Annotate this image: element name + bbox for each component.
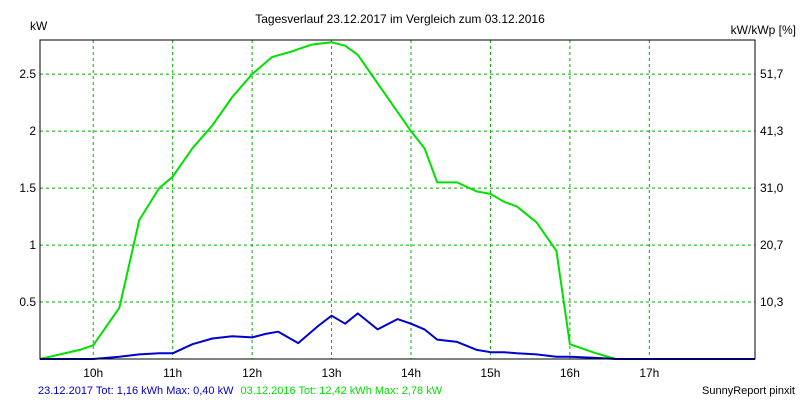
x-tick-label: 16h bbox=[560, 366, 580, 380]
chart-title: Tagesverlauf 23.12.2017 im Vergleich zum… bbox=[255, 12, 545, 26]
x-tick-label: 15h bbox=[480, 366, 500, 380]
y-tick-label-right: 20,7 bbox=[760, 238, 784, 252]
y-tick-label-right: 41,3 bbox=[760, 124, 784, 138]
plot-frame bbox=[39, 39, 756, 360]
y-tick-label-right: 10,3 bbox=[760, 295, 784, 309]
tick-labels: 10h 11h 12h 13h 14h 15h 16h 17h 0.5 10,3 1 20,7 1.5 3… bbox=[19, 67, 783, 380]
y-tick-label-right: 31,0 bbox=[760, 181, 784, 195]
x-tick-label: 14h bbox=[401, 366, 421, 380]
x-tick-label: 11h bbox=[163, 366, 182, 380]
footer-summary: 23.12.2017 Tot: 1,16 kWh Max: 0,40 kW 03… bbox=[38, 385, 443, 397]
footer-credit: SunnyReport pinxit bbox=[702, 385, 795, 397]
footer-2016-summary: 03.12.2016 Tot: 12,42 kWh Max: 2,78 kW bbox=[241, 385, 443, 397]
x-tick-label: 13h bbox=[322, 366, 342, 380]
y-tick-label-left: 0.5 bbox=[19, 295, 36, 309]
grid bbox=[40, 40, 755, 359]
y-tick-label-left: 2 bbox=[29, 124, 36, 138]
x-tick-label: 10h bbox=[83, 366, 103, 380]
y-tick-label-left: 1 bbox=[29, 238, 36, 252]
x-tick-label: 17h bbox=[639, 366, 659, 380]
x-tick-label: 12h bbox=[242, 366, 262, 380]
y-tick-label-left: 2.5 bbox=[19, 67, 36, 81]
y-axis-right-label: kW/kWp [%] bbox=[731, 23, 796, 37]
y-tick-label-left: 1.5 bbox=[19, 181, 36, 195]
footer-2017-summary: 23.12.2017 Tot: 1,16 kWh Max: 0,40 kW bbox=[38, 385, 234, 397]
y-tick-label-right: 51,7 bbox=[760, 67, 784, 81]
y-axis-left-label: kW bbox=[30, 19, 48, 33]
